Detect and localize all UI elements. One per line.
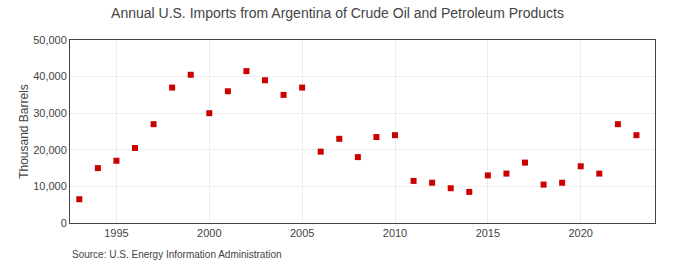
- svg-text:20,000: 20,000: [33, 144, 67, 156]
- svg-text:Thousand Barrels: Thousand Barrels: [17, 84, 31, 179]
- svg-text:2000: 2000: [197, 227, 221, 239]
- svg-text:0: 0: [61, 217, 67, 229]
- svg-text:2010: 2010: [383, 227, 407, 239]
- svg-text:40,000: 40,000: [33, 70, 67, 82]
- svg-text:10,000: 10,000: [33, 180, 67, 192]
- svg-text:1995: 1995: [104, 227, 128, 239]
- svg-text:Source: U.S. Energy Informatio: Source: U.S. Energy Information Administ…: [72, 249, 282, 260]
- svg-text:50,000: 50,000: [33, 34, 67, 46]
- svg-text:Annual U.S. Imports from Argen: Annual U.S. Imports from Argentina of Cr…: [111, 5, 564, 21]
- svg-text:30,000: 30,000: [33, 107, 67, 119]
- svg-text:2005: 2005: [290, 227, 314, 239]
- svg-text:2015: 2015: [476, 227, 500, 239]
- svg-text:2020: 2020: [568, 227, 592, 239]
